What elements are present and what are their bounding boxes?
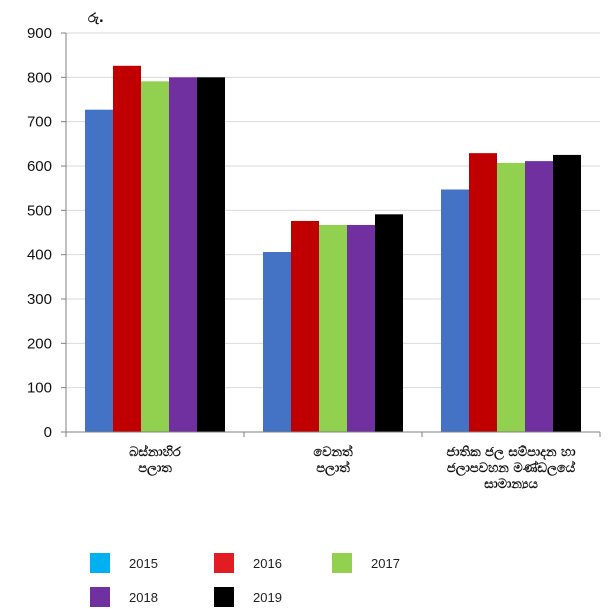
y-tick-label: 100 — [27, 380, 52, 397]
label-layer: රු. 0 100 200 300 400 500 600 700 800 900 බස්නාහිර… — [27, 11, 576, 492]
y-tick-label: 600 — [27, 158, 52, 175]
legend-label-2015: 2015 — [129, 556, 158, 571]
legend-swatch-2017 — [332, 553, 352, 573]
bar-2016-2 — [469, 153, 497, 433]
legend-label-2019: 2019 — [253, 590, 282, 605]
bar-2018-1 — [347, 224, 375, 432]
legend: 2015 2016 2017 2018 2019 — [90, 553, 400, 607]
y-tick-label: 800 — [27, 69, 52, 86]
bar-2017-0 — [141, 81, 169, 432]
y-tick-label: 0 — [44, 424, 52, 441]
y-tick-label: 700 — [27, 114, 52, 131]
bar-2017-2 — [497, 162, 525, 432]
y-tick-label: 200 — [27, 335, 52, 352]
y-tick-label: 400 — [27, 247, 52, 264]
bar-layer — [85, 65, 581, 433]
bar-2018-0 — [169, 77, 197, 432]
bar-2016-1 — [291, 220, 319, 432]
legend-swatch-2018 — [90, 587, 110, 607]
bar-2015-2 — [441, 189, 469, 432]
bar-2019-2 — [553, 154, 581, 432]
legend-label-2018: 2018 — [129, 590, 158, 605]
bar-2015-0 — [85, 109, 113, 433]
axis-layer — [61, 32, 601, 437]
bar-2019-1 — [375, 214, 403, 432]
legend-swatch-2015 — [90, 553, 110, 573]
x-category-label: වෙනත් පලාත් — [313, 443, 353, 477]
x-category-label: බස්නාහිර පලාත — [129, 443, 182, 477]
y-tick-label: 900 — [27, 25, 52, 42]
x-category-label: ජාතික ජල සම්පාදන හා ජලාපවහන මණ්ඩලයේ සාමාන්… — [446, 444, 576, 492]
legend-label-2016: 2016 — [253, 556, 282, 571]
bar-2017-1 — [319, 224, 347, 432]
bar-2018-2 — [525, 161, 553, 432]
legend-label-2017: 2017 — [371, 556, 400, 571]
legend-swatch-2019 — [214, 587, 234, 607]
legend-swatch-2016 — [214, 553, 234, 573]
y-tick-label: 300 — [27, 291, 52, 308]
bar-2015-1 — [263, 252, 291, 432]
y-tick-label: 500 — [27, 202, 52, 219]
bar-2019-0 — [197, 77, 225, 432]
y-axis-unit-label: රු. — [88, 11, 104, 26]
bar-2016-0 — [113, 65, 141, 432]
